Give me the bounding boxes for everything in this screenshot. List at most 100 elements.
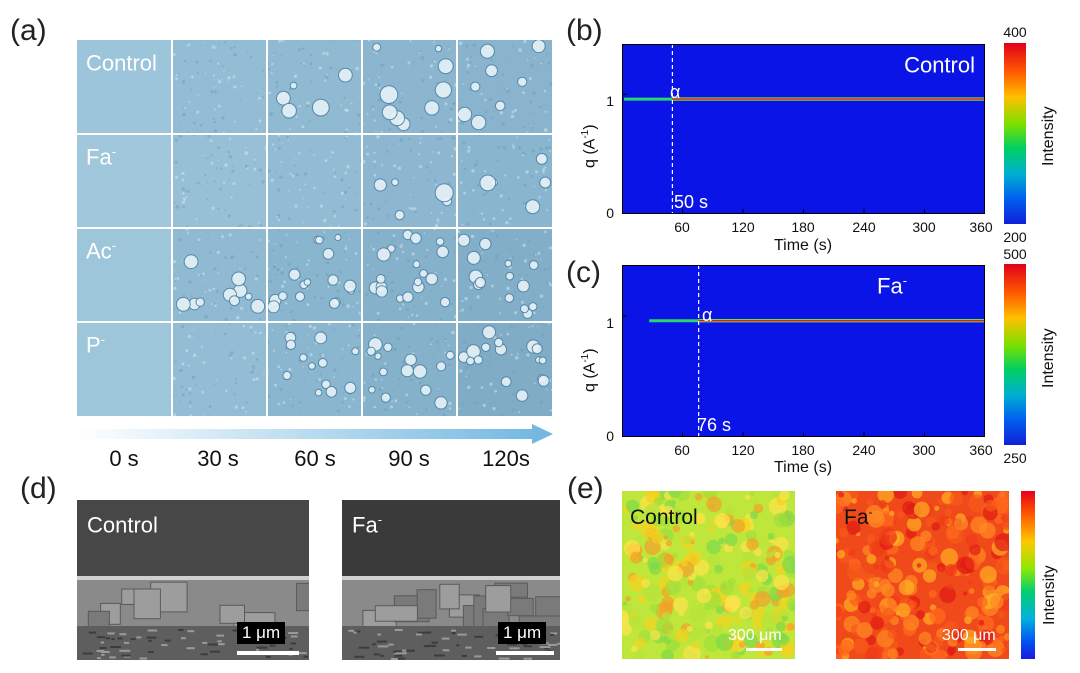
micrograph-speckle	[358, 329, 361, 331]
sem-background	[77, 500, 309, 578]
micrograph-speckle	[258, 239, 261, 241]
pl-map-domain	[706, 539, 721, 555]
micrograph-cell	[77, 322, 172, 416]
sem-substrate-texture	[498, 657, 510, 660]
micrograph-speckle	[399, 138, 403, 142]
micrograph-speckle	[399, 143, 401, 145]
micrograph-crystallite	[183, 254, 199, 270]
pl-map-domain	[668, 491, 682, 498]
micrograph-crystallite	[525, 199, 541, 215]
pl-map-domain	[946, 647, 955, 657]
micrograph-speckle	[408, 406, 411, 409]
micrograph-speckle	[175, 77, 178, 81]
micrograph-speckle	[289, 310, 293, 314]
pl-map-domain	[622, 609, 629, 623]
sem-grain	[219, 604, 245, 624]
micrograph-speckle	[548, 335, 550, 337]
micrograph-speckle	[345, 128, 348, 131]
micrograph-crystallite	[515, 389, 529, 402]
micrograph-crystallite	[400, 364, 414, 378]
micrograph-speckle	[254, 162, 257, 164]
pl-map-domain	[870, 616, 884, 630]
pl-map-domain	[860, 512, 867, 518]
micrograph-speckle	[281, 267, 284, 270]
micrograph-speckle	[333, 40, 335, 43]
micrograph-speckle	[437, 221, 440, 224]
pl-map-domain	[747, 586, 755, 594]
sem-substrate-texture	[209, 650, 220, 653]
micrograph-speckle	[220, 167, 223, 171]
micrograph-speckle	[365, 353, 368, 356]
micrograph-speckle	[188, 400, 192, 404]
micrograph-speckle	[210, 154, 213, 157]
heatmap-control-xtick-240: 240	[852, 219, 876, 235]
micrograph-speckle	[348, 238, 351, 240]
micrograph-crystallite	[537, 374, 550, 387]
micrograph-speckle	[302, 197, 305, 199]
micrograph-speckle	[288, 128, 291, 131]
micrograph-crystallite	[334, 233, 342, 242]
micrograph-speckle	[358, 123, 360, 125]
micrograph-speckle	[549, 283, 552, 287]
micrograph-speckle	[215, 167, 218, 170]
pl-map-domain	[659, 600, 674, 615]
pl-map-domain	[649, 603, 660, 614]
micrograph-speckle	[369, 202, 373, 206]
micrograph-cell	[457, 322, 552, 416]
micrograph-speckle	[327, 285, 330, 288]
micrograph-speckle	[413, 177, 415, 179]
micrograph-speckle	[193, 328, 195, 331]
micrograph-speckle	[373, 165, 376, 168]
micrograph-speckle	[532, 90, 536, 95]
micrograph-speckle	[416, 380, 418, 383]
micrograph-speckle	[296, 173, 299, 177]
micrograph-speckle	[391, 270, 394, 273]
sem-substrate-texture	[451, 632, 456, 635]
micrograph-speckle	[484, 170, 487, 173]
sem-substrate-texture	[88, 631, 97, 634]
micrograph-speckle	[370, 245, 372, 248]
pl-map-domain	[734, 616, 741, 624]
micrograph-speckle	[173, 413, 177, 416]
micrograph-speckle	[195, 383, 198, 386]
micrograph-speckle	[196, 129, 198, 131]
micrograph-speckle	[181, 178, 185, 182]
micrograph-speckle	[462, 403, 465, 405]
micrograph-speckle	[276, 268, 280, 272]
pl-map-domain	[661, 649, 674, 659]
micrograph-speckle	[538, 141, 540, 144]
micrograph-speckle	[430, 212, 433, 214]
pl-map-domain	[886, 550, 892, 555]
micrograph-speckle	[223, 333, 227, 336]
sem-substrate-texture	[119, 633, 127, 636]
micrograph-speckle	[202, 41, 205, 44]
micrograph-speckle	[172, 259, 177, 264]
pl-map-domain	[887, 648, 899, 659]
sem-substrate-texture	[100, 641, 105, 644]
pl-map-domain	[662, 505, 674, 518]
micrograph-speckle	[182, 192, 185, 195]
micrograph-speckle	[534, 395, 537, 398]
micrograph-speckle	[413, 306, 415, 308]
heatmap-fa-alpha-label: α	[702, 305, 713, 325]
micrograph-speckle	[189, 68, 191, 70]
micrograph-speckle	[514, 355, 519, 360]
pl-map-domain	[994, 533, 1009, 552]
micrograph-speckle	[252, 378, 256, 382]
micrograph-speckle	[258, 318, 261, 321]
sem-substrate-texture	[119, 649, 131, 652]
micrograph-speckle	[250, 250, 253, 253]
micrograph-speckle	[411, 258, 413, 260]
micrograph-speckle	[257, 96, 261, 100]
micrograph-speckle	[544, 189, 548, 192]
micrograph-speckle	[245, 401, 248, 404]
micrograph-speckle	[546, 388, 548, 391]
micrograph-speckle	[320, 296, 324, 300]
micrograph-speckle	[210, 303, 213, 305]
micrograph-speckle	[183, 59, 186, 63]
pl-map-domain	[969, 544, 981, 556]
micrograph-speckle	[255, 255, 259, 259]
micrograph-speckle	[234, 405, 238, 409]
micrograph-speckle	[461, 300, 464, 303]
micrograph-speckle	[423, 232, 426, 234]
